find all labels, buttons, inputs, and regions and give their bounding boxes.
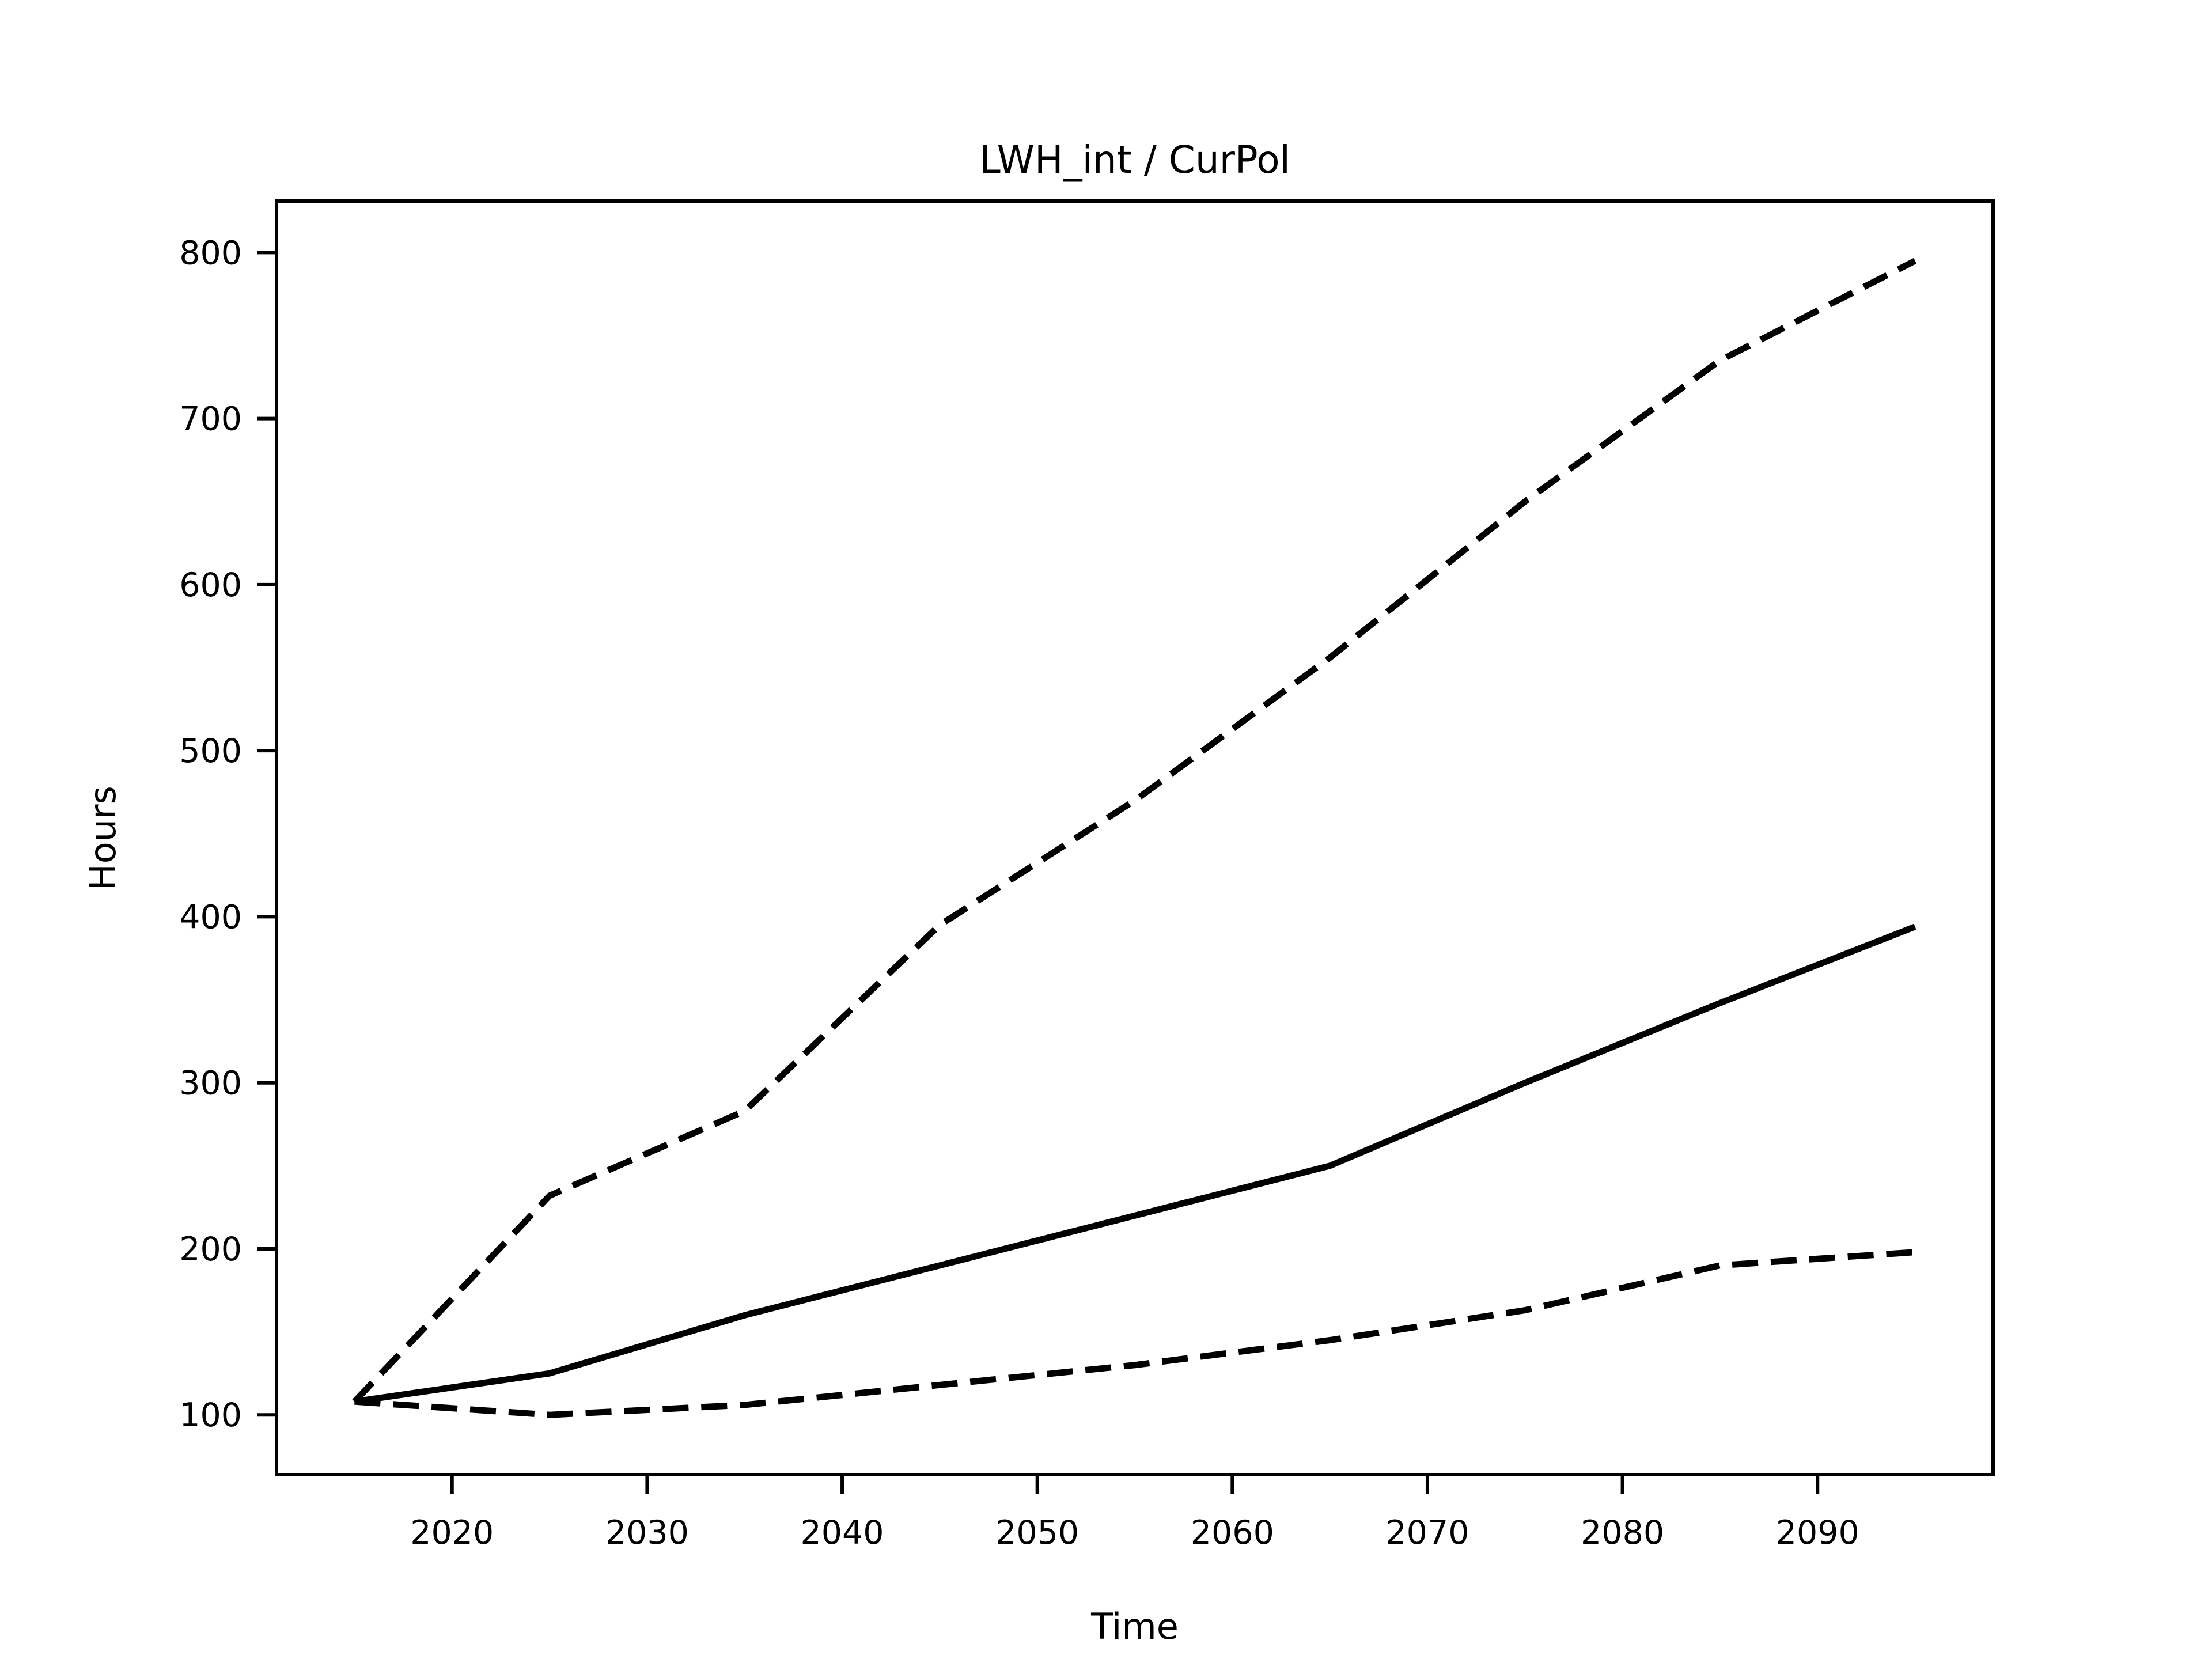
y-axis-label: Hours xyxy=(82,786,124,891)
solid-middle-line xyxy=(354,923,1916,1405)
data-lines xyxy=(352,257,1917,1418)
axis-ticks: 2020 2030 2040 2050 2060 2070 2080 2090 100 200 30… xyxy=(179,234,1859,1552)
y-tick-label: 500 xyxy=(179,732,242,770)
y-tick-label: 400 xyxy=(179,898,242,936)
y-tick-label: 200 xyxy=(179,1230,242,1268)
lower-dashed-line xyxy=(354,1249,1915,1418)
y-tick-label: 300 xyxy=(179,1065,242,1103)
x-tick-label: 2090 xyxy=(1776,1514,1859,1552)
chart-title: LWH_int / CurPol xyxy=(979,138,1290,182)
x-tick-label: 2020 xyxy=(410,1514,494,1552)
x-tick-label: 2070 xyxy=(1385,1514,1469,1552)
upper-dashed-line xyxy=(352,257,1917,1404)
y-tick-label: 700 xyxy=(179,400,242,438)
x-tick-label: 2050 xyxy=(995,1514,1079,1552)
x-tick-label: 2030 xyxy=(605,1514,689,1552)
plot-area-border xyxy=(275,199,1995,1476)
y-tick-label: 600 xyxy=(179,566,242,604)
x-tick-label: 2080 xyxy=(1581,1514,1664,1552)
x-tick-label: 2040 xyxy=(801,1514,884,1552)
y-tick-label: 100 xyxy=(179,1396,242,1434)
x-tick-label: 2060 xyxy=(1191,1514,1274,1552)
x-axis-label: Time xyxy=(1090,1605,1179,1647)
y-tick-label: 800 xyxy=(179,234,242,272)
